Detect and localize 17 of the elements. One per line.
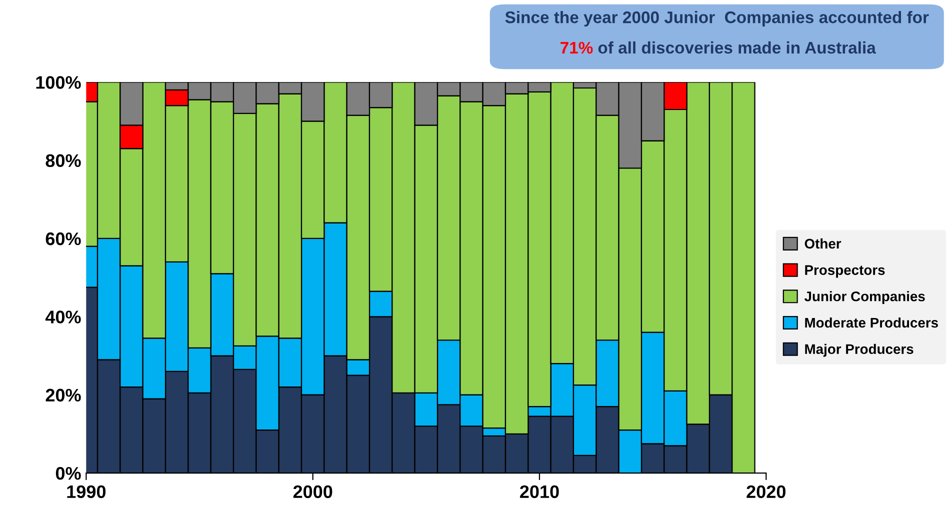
y-tick-label: 60% [46,232,81,246]
text: Since the year 2000 Junior Companies accounted for [505,10,929,27]
y-tick-label: 100% [36,76,81,89]
x-tick-label: 2000 [293,485,332,498]
x-tick-label: 2020 [746,485,786,498]
y-tick-label: 40% [45,310,81,324]
y-tick-label: 20% [46,388,81,402]
x-tick-label: 1990 [67,485,106,498]
text: 71% of all discoveries made in Australia [560,41,876,54]
legend-label: Major Producers [805,344,914,357]
y-tick-label: 0% [56,466,81,480]
legend-label: Other [804,238,842,249]
y-tick-label: 80% [46,154,81,168]
legend-label: Prospectors [805,265,885,278]
legend-label: Junior Companies [804,291,925,304]
x-tick-label: 2010 [520,485,559,498]
legend-label: Moderate Producers [805,317,938,328]
